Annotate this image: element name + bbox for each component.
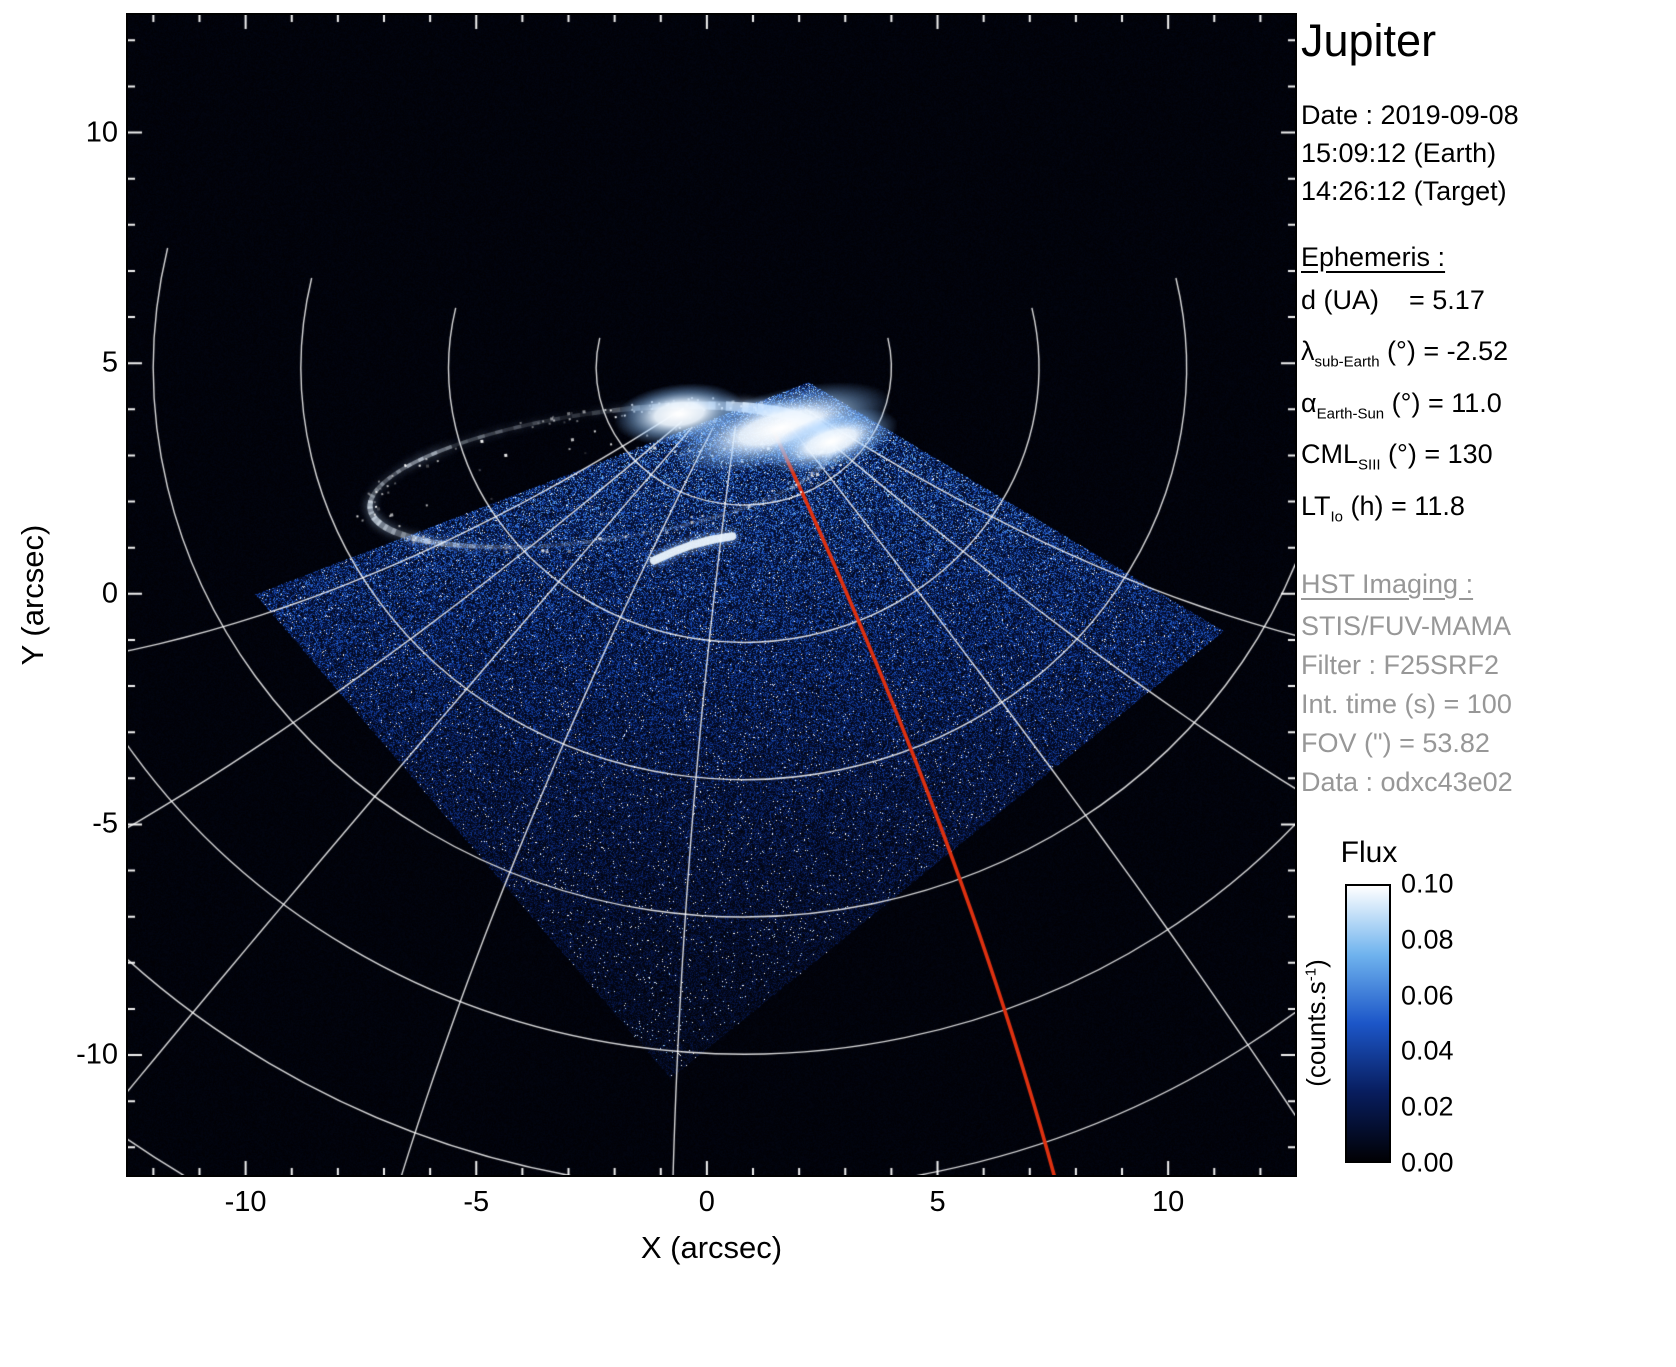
- x-tick-label: -5: [463, 1186, 489, 1219]
- target-title: Jupiter: [1301, 16, 1673, 66]
- y-tick-label: -10: [36, 1039, 118, 1072]
- ephemeris-row-io-localtime: LTIo (h) = 11.8: [1301, 486, 1673, 537]
- ephemeris-subscript: SIII: [1358, 457, 1381, 474]
- hst-inttime-line: Int. time (s) = 100: [1301, 685, 1673, 724]
- ephemeris-symbol: λ: [1301, 336, 1315, 366]
- ephemeris-subscript: Io: [1331, 508, 1344, 525]
- ephemeris-symbol: LT: [1301, 491, 1331, 521]
- ephemeris-value: (°) = -2.52: [1380, 336, 1509, 366]
- colorbar-unit-pre: (counts.s: [1301, 981, 1331, 1087]
- colorbar-gradient: [1345, 884, 1391, 1163]
- x-tick-label: 5: [929, 1186, 945, 1219]
- colorbar-title: Flux: [1308, 836, 1430, 870]
- ephemeris-symbol: α: [1301, 388, 1317, 418]
- ephemeris-list: d (UA) = 5.17 λsub-Earth (°) = -2.52 αEa…: [1301, 280, 1673, 537]
- figure-root: -10 -5 0 5 10 -10 -5 0 5 10 X (arcsec) Y (arcsec…: [0, 0, 1676, 1367]
- ephemeris-subscript: sub-Earth: [1315, 354, 1380, 371]
- colorbar-tick-label: 0.04: [1401, 1036, 1454, 1067]
- colorbar-unit-label: (counts.s-1): [1301, 871, 1335, 1175]
- ephemeris-value: (h) = 11.8: [1343, 491, 1465, 521]
- hst-imaging-heading: HST Imaging :: [1301, 565, 1673, 603]
- plot-area: [126, 13, 1297, 1177]
- ephemeris-subscript: Earth-Sun: [1317, 405, 1385, 422]
- hst-filter-line: Filter : F25SRF2: [1301, 646, 1673, 685]
- y-tick-label: -5: [36, 808, 118, 841]
- earth-time-line: 15:09:12 (Earth): [1301, 134, 1673, 172]
- ephemeris-row-subearth-lat: λsub-Earth (°) = -2.52: [1301, 331, 1673, 382]
- x-axis-title: X (arcsec): [126, 1230, 1297, 1266]
- colorbar-tick-label: 0.00: [1401, 1148, 1454, 1179]
- x-tick-label: 10: [1152, 1186, 1184, 1219]
- date-block: Date : 2019-09-08 15:09:12 (Earth) 14:26…: [1301, 96, 1673, 210]
- date-line: Date : 2019-09-08: [1301, 96, 1673, 134]
- ephemeris-row-phase-angle: αEarth-Sun (°) = 11.0: [1301, 383, 1673, 434]
- hst-fov-line: FOV (") = 53.82: [1301, 724, 1673, 763]
- y-axis-title: Y (arcsec): [15, 435, 53, 755]
- colorbar-tick-label: 0.08: [1401, 924, 1454, 955]
- info-panel: Jupiter Date : 2019-09-08 15:09:12 (Eart…: [1301, 16, 1673, 802]
- ephemeris-value: (°) = 11.0: [1384, 388, 1502, 418]
- colorbar-tick-label: 0.02: [1401, 1092, 1454, 1123]
- ephemeris-symbol: CML: [1301, 439, 1358, 469]
- ephemeris-row-distance: d (UA) = 5.17: [1301, 280, 1673, 331]
- colorbar-tick-label: 0.06: [1401, 980, 1454, 1011]
- colorbar-unit-exponent: -1: [1302, 968, 1319, 981]
- hst-instrument-line: STIS/FUV-MAMA: [1301, 607, 1673, 646]
- x-tick-label: -10: [225, 1186, 267, 1219]
- hst-imaging-list: STIS/FUV-MAMA Filter : F25SRF2 Int. time…: [1301, 607, 1673, 802]
- ephemeris-value: (°) = 130: [1381, 439, 1493, 469]
- colorbar-tick-label: 0.10: [1401, 869, 1454, 900]
- target-time-line: 14:26:12 (Target): [1301, 172, 1673, 210]
- ephemeris-symbol: d (UA): [1301, 285, 1379, 315]
- colorbar-unit-post: ): [1301, 959, 1331, 968]
- ephemeris-value: = 5.17: [1379, 285, 1485, 315]
- ephemeris-row-cml: CMLSIII (°) = 130: [1301, 434, 1673, 485]
- hst-dataid-line: Data : odxc43e02: [1301, 763, 1673, 802]
- ephemeris-heading: Ephemeris :: [1301, 238, 1673, 276]
- y-tick-label: 10: [36, 116, 118, 149]
- x-tick-label: 0: [699, 1186, 715, 1219]
- y-tick-label: 5: [36, 347, 118, 380]
- jupiter-fuv-image-canvas: [128, 15, 1295, 1175]
